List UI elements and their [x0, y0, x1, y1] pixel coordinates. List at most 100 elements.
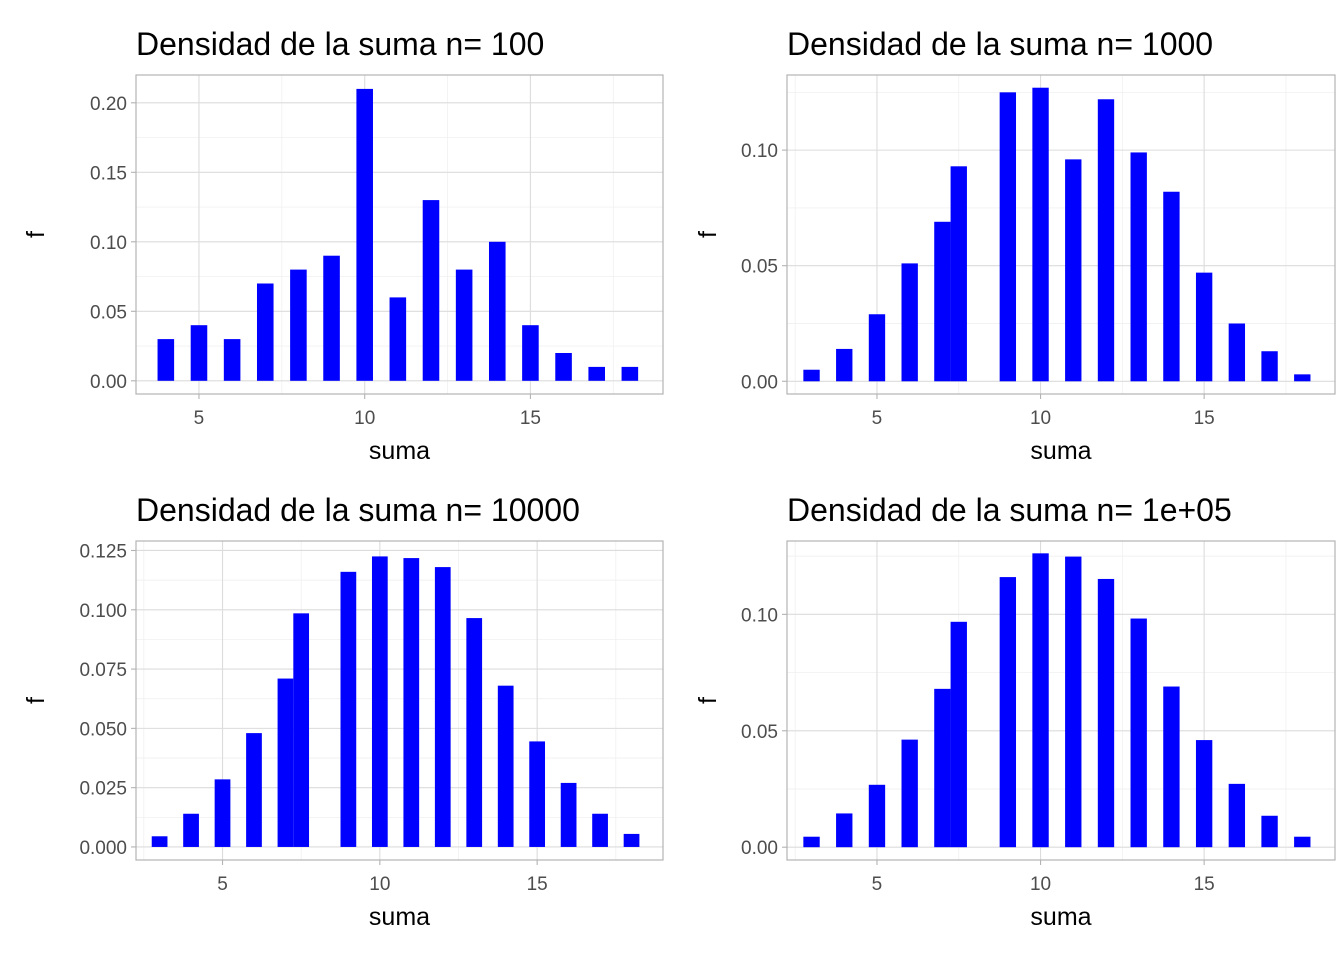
x-tick-label: 5 — [872, 874, 883, 895]
bar — [836, 348, 853, 382]
bar — [621, 366, 639, 381]
bar — [1032, 553, 1049, 848]
bar — [389, 297, 407, 381]
y-tick-label: 0.20 — [90, 94, 127, 115]
y-tick-label: 0.00 — [90, 372, 127, 393]
plot-frame — [786, 540, 1336, 861]
bar — [403, 558, 420, 847]
x-tick-label: 15 — [520, 408, 541, 429]
bar — [246, 733, 262, 847]
y-tick-label: 0.00 — [741, 838, 778, 859]
bar — [356, 88, 373, 381]
bar — [560, 782, 577, 847]
bar — [901, 263, 918, 382]
bar — [1195, 740, 1213, 848]
bar — [836, 813, 853, 848]
bar — [950, 166, 967, 382]
bar — [803, 369, 820, 382]
chart-svg: Densidad de la suma n= 1000 0.00 0.05 0.10 5… — [694, 26, 1336, 465]
y-axis-title: f — [694, 231, 722, 238]
bar — [934, 221, 951, 382]
x-axis-title: suma — [1030, 903, 1091, 931]
bar — [623, 833, 640, 847]
bar — [803, 836, 820, 848]
bars — [803, 87, 1311, 382]
bar — [868, 784, 886, 848]
bar — [555, 352, 572, 381]
bar — [1065, 159, 1082, 382]
bar — [999, 577, 1017, 848]
bar — [1097, 99, 1115, 382]
y-axis-title: f — [694, 697, 722, 704]
chart-panel-n100: Densidad de la suma n= 100 0.00 0.05 0.10 0.… — [0, 0, 672, 480]
y-tick-label: 0.10 — [90, 233, 127, 254]
bar — [1294, 374, 1311, 382]
y-tick-label: 0.15 — [90, 163, 127, 184]
bar — [529, 741, 546, 847]
x-tick-label: 5 — [194, 408, 205, 429]
y-tick-label: 0.050 — [79, 719, 127, 740]
bar — [466, 618, 483, 847]
bar — [151, 836, 168, 847]
x-tick-label: 15 — [527, 874, 548, 895]
bar — [1261, 351, 1278, 382]
bar — [422, 200, 440, 381]
bar — [1228, 783, 1246, 848]
y-tick-label: 0.10 — [741, 141, 778, 162]
x-axis-title: suma — [1030, 437, 1091, 465]
y-axis-title: f — [22, 697, 50, 704]
bar — [1130, 152, 1147, 382]
bar — [277, 678, 294, 847]
chart-panel-n10000: Densidad de la suma n= 10000 0.000 0.025 0.… — [0, 480, 672, 960]
y-tick-label: 0.05 — [741, 257, 778, 278]
bar — [497, 685, 514, 847]
chart-title: Densidad de la suma n= 100 — [136, 26, 544, 62]
x-tick-label: 10 — [1030, 408, 1051, 429]
bars — [157, 88, 639, 381]
x-tick-label: 10 — [1030, 874, 1051, 895]
bar — [190, 325, 208, 381]
bar — [1261, 815, 1278, 848]
y-axis-title: f — [22, 231, 50, 238]
x-tick-label: 5 — [872, 408, 883, 429]
y-tick-label: 0.05 — [741, 722, 778, 743]
bar — [999, 92, 1017, 382]
bar — [488, 241, 506, 381]
y-tick-label: 0.075 — [79, 660, 127, 681]
y-tick-label: 0.10 — [741, 605, 778, 626]
bars — [803, 553, 1311, 848]
bar — [455, 269, 473, 381]
x-tick-label: 15 — [1194, 874, 1215, 895]
x-tick-label: 15 — [1194, 408, 1215, 429]
bar — [588, 366, 605, 381]
plot-frame — [135, 540, 664, 861]
bar — [1228, 323, 1246, 382]
bar — [1294, 836, 1311, 848]
bar — [223, 339, 241, 381]
x-tick-label: 10 — [354, 408, 375, 429]
x-tick-label: 10 — [369, 874, 390, 895]
bar — [1195, 272, 1213, 382]
bar — [371, 556, 388, 847]
bar — [434, 567, 451, 847]
chart-title: Densidad de la suma n= 10000 — [136, 492, 580, 528]
y-tick-label: 0.025 — [79, 779, 127, 800]
bar — [1065, 556, 1082, 848]
y-tick-label: 0.05 — [90, 302, 127, 323]
chart-svg: Densidad de la suma n= 100 0.00 0.05 0.10 0.… — [22, 26, 664, 465]
bar — [1163, 686, 1180, 848]
y-tick-label: 0.00 — [741, 372, 778, 393]
plot-frame — [135, 74, 664, 395]
bar — [256, 283, 274, 381]
bar — [293, 613, 310, 847]
y-tick-label: 0.000 — [79, 838, 127, 859]
chart-panel-n1e05: Densidad de la suma n= 1e+05 0.00 0.05 0.10… — [672, 480, 1344, 960]
bar — [183, 813, 199, 847]
bar — [592, 813, 608, 847]
plot-frame — [786, 74, 1336, 395]
bar — [340, 571, 357, 847]
bar — [157, 339, 175, 381]
chart-title: Densidad de la suma n= 1e+05 — [787, 492, 1232, 528]
y-tick-label: 0.125 — [79, 541, 127, 562]
